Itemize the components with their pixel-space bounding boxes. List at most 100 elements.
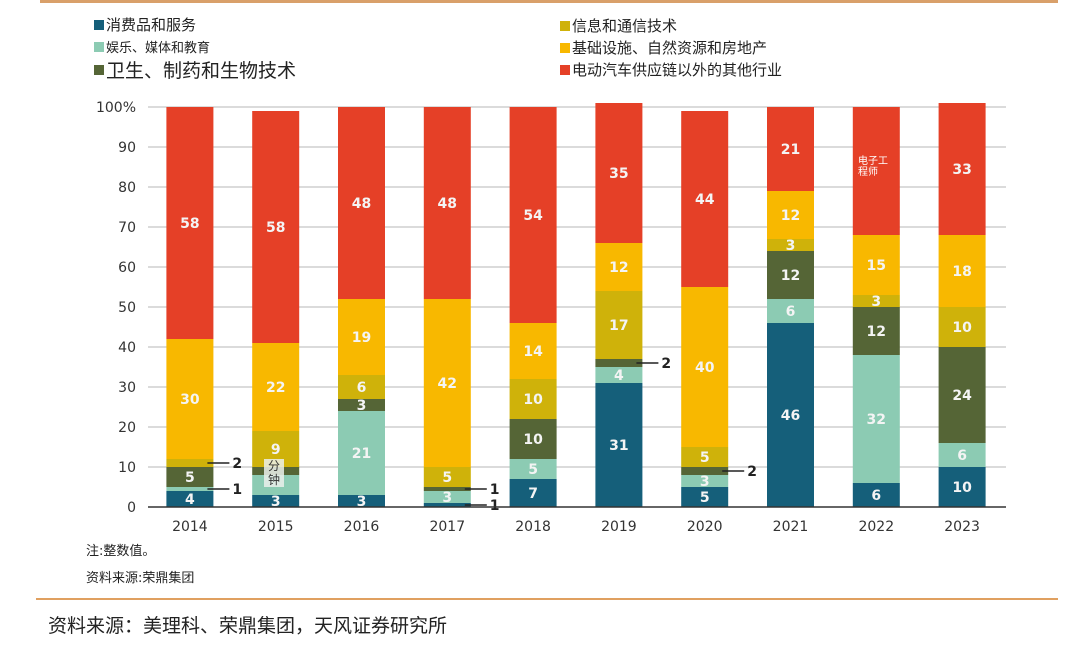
bar-segment <box>509 479 557 507</box>
y-tick-label: 10 <box>118 460 136 476</box>
data-label: 7 <box>528 486 538 502</box>
bar-segment <box>681 287 729 447</box>
callout-label: 1 <box>490 482 500 498</box>
data-label: 31 <box>609 438 628 454</box>
bar-segment <box>166 491 214 507</box>
y-tick-label: 60 <box>118 260 136 276</box>
callout-label: 1 <box>490 498 500 514</box>
data-label: 3 <box>786 238 796 254</box>
data-label: 5 <box>700 490 710 506</box>
data-label: 21 <box>781 142 800 158</box>
watermark-text: 分 钟 <box>267 459 280 487</box>
y-tick-label: 0 <box>127 500 136 516</box>
watermark-text: 电子工 程师 <box>858 156 888 178</box>
bar-segment <box>338 299 385 375</box>
data-label: 30 <box>180 392 200 408</box>
bar-segment <box>252 343 300 431</box>
bar-segment <box>423 299 471 467</box>
bar-segment <box>852 483 900 507</box>
legend-item-health: 卫生、制药和生物技术 <box>94 56 296 83</box>
bar-segment <box>338 107 385 299</box>
data-label: 10 <box>952 480 972 496</box>
legend-label: 基础设施、自然资源和房地产 <box>572 39 768 57</box>
data-label: 5 <box>185 470 195 486</box>
bar-segment <box>595 103 643 243</box>
data-label: 24 <box>952 388 972 404</box>
y-tick-label: 80 <box>118 180 136 196</box>
watermark-2015: 分 钟 <box>264 459 284 487</box>
data-label: 14 <box>523 344 543 360</box>
bar-segment <box>338 399 385 411</box>
data-label: 10 <box>523 432 543 448</box>
bar-segment <box>509 419 557 459</box>
bar-segment <box>423 107 471 299</box>
bar-segment <box>595 367 643 383</box>
bar-segment <box>938 235 986 307</box>
bar-segment <box>767 251 814 299</box>
y-tick-label: 30 <box>118 380 136 396</box>
data-label: 21 <box>352 446 371 462</box>
data-label: 10 <box>523 392 543 408</box>
y-tick-label: 100% <box>96 100 136 116</box>
data-label: 3 <box>871 294 881 310</box>
legend-item-ict: 信息和通信技术 <box>560 15 677 36</box>
bar-segment <box>852 107 900 235</box>
bar-segment <box>252 495 300 507</box>
bar-segment <box>681 487 729 507</box>
bar-segment <box>681 447 729 467</box>
legend-label: 娱乐、媒体和教育 <box>106 41 211 56</box>
legend-item-other: 电动汽车供应链以外的其他行业 <box>560 59 782 80</box>
y-tick-label: 90 <box>118 140 136 156</box>
data-label: 44 <box>695 192 715 208</box>
bar-segment <box>166 487 214 491</box>
x-tick-label: 2020 <box>687 519 723 535</box>
x-tick-label: 2023 <box>944 519 980 535</box>
data-label: 12 <box>867 324 886 340</box>
x-tick-label: 2021 <box>773 519 809 535</box>
data-label: 33 <box>952 162 971 178</box>
stacked-bar-chart: 0102030405060708090100%45305820143922582… <box>96 100 1006 535</box>
bar-segment <box>423 467 471 487</box>
legend-swatch <box>560 20 570 31</box>
data-label: 32 <box>867 412 886 428</box>
legend-label: 卫生、制药和生物技术 <box>106 60 297 82</box>
bar-segment <box>509 323 557 379</box>
data-label: 48 <box>352 196 371 212</box>
data-label: 22 <box>266 380 285 396</box>
legend-item-consumer: 消费品和服务 <box>94 14 196 35</box>
bar-segment <box>681 475 729 487</box>
y-tick-label: 70 <box>118 220 136 236</box>
x-tick-label: 2019 <box>601 519 637 535</box>
data-label: 3 <box>357 398 367 414</box>
data-label: 9 <box>271 442 281 458</box>
x-tick-label: 2017 <box>429 519 465 535</box>
data-label: 12 <box>609 260 628 276</box>
bar-segment <box>166 339 214 459</box>
bar-segment <box>595 359 643 367</box>
data-label: 3 <box>442 490 452 506</box>
legend-label: 电动汽车供应链以外的其他行业 <box>572 61 783 79</box>
data-label: 19 <box>352 330 371 346</box>
bar-segment <box>767 299 814 323</box>
y-tick-label: 20 <box>118 420 136 436</box>
bar-segment <box>681 111 729 287</box>
callout-label: 1 <box>232 482 242 498</box>
legend-swatch <box>94 41 104 52</box>
data-label: 3 <box>357 494 367 510</box>
legend-label: 信息和通信技术 <box>572 17 678 35</box>
chart-note: 注:整数值。 <box>86 544 156 559</box>
x-tick-label: 2014 <box>172 519 208 535</box>
data-label: 12 <box>781 268 800 284</box>
bar-segment <box>423 487 471 491</box>
data-label: 42 <box>438 376 457 392</box>
bar-segment <box>338 411 385 495</box>
legend-item-infrastructure: 基础设施、自然资源和房地产 <box>560 37 767 58</box>
bar-segment <box>938 307 986 347</box>
bar-segment <box>509 107 557 323</box>
bar-segment <box>509 459 557 479</box>
legend-swatch <box>94 19 104 30</box>
chart-inner-source: 资料来源:荣鼎集团 <box>86 571 195 586</box>
legend-swatch <box>560 64 570 75</box>
y-tick-label: 40 <box>118 340 136 356</box>
bar-segment <box>681 467 729 475</box>
